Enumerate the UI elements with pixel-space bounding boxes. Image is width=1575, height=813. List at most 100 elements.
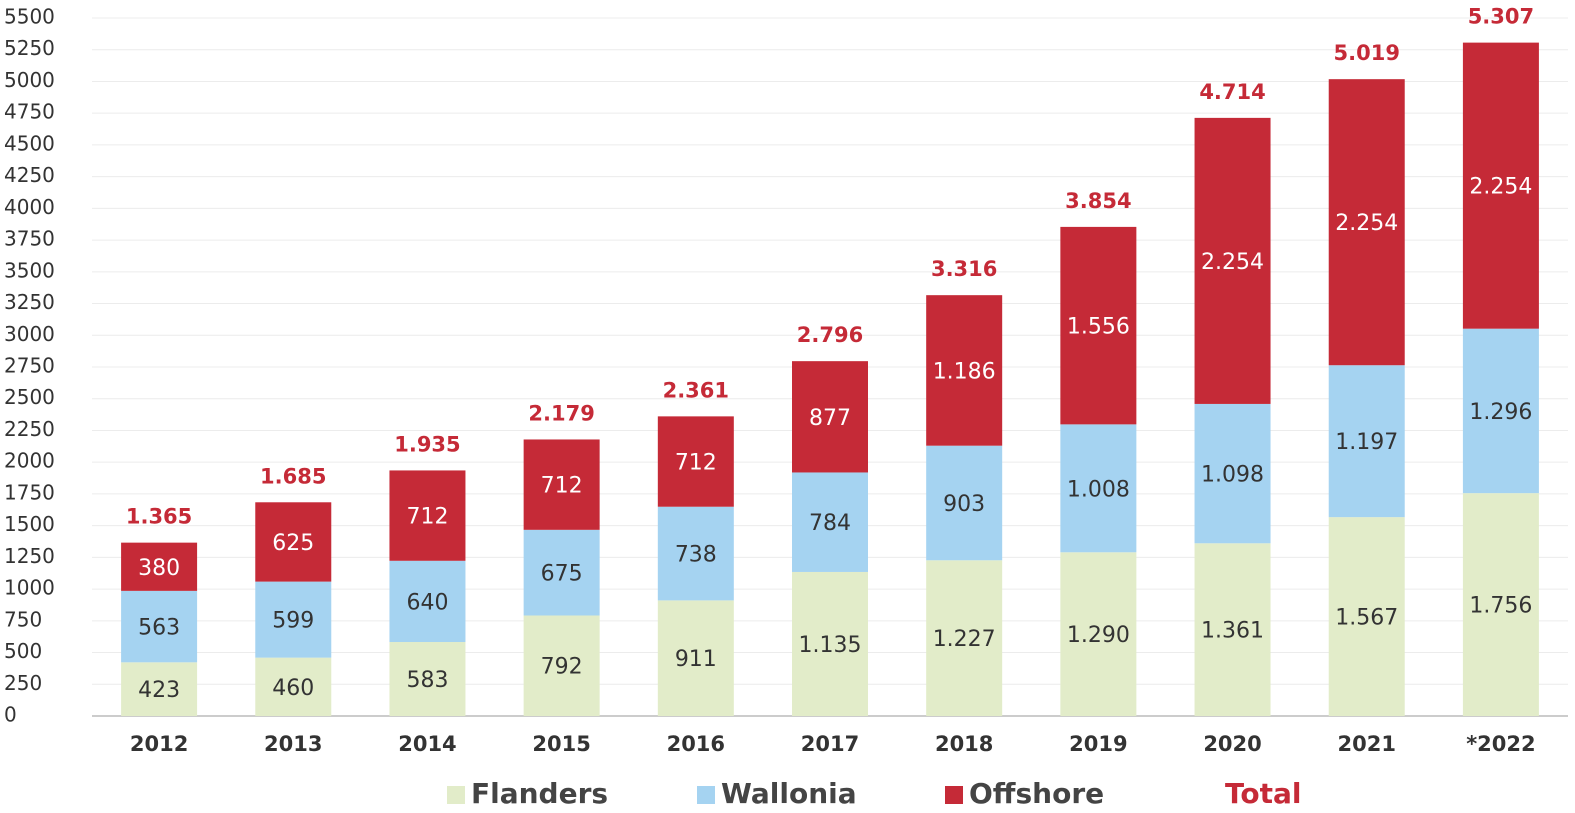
segment-label: 1.556 bbox=[1067, 315, 1130, 340]
y-tick-label: 1250 bbox=[4, 544, 55, 568]
bar-segment bbox=[1060, 424, 1137, 553]
y-tick-label: 0 bbox=[4, 703, 17, 727]
bar-segment bbox=[926, 295, 1003, 446]
segment-label: 1.290 bbox=[1067, 623, 1130, 648]
segment-label: 2.254 bbox=[1335, 211, 1398, 236]
legend-label: Total bbox=[1225, 777, 1302, 810]
segment-label: 1.756 bbox=[1469, 594, 1532, 619]
segment-label: 738 bbox=[675, 543, 717, 568]
segment-label: 675 bbox=[541, 562, 583, 587]
total-label: 4.714 bbox=[1199, 80, 1265, 104]
segment-label: 712 bbox=[406, 505, 448, 530]
x-tick-label: 2013 bbox=[264, 732, 322, 756]
y-tick-label: 3750 bbox=[4, 227, 55, 251]
y-tick-label: 500 bbox=[4, 639, 42, 663]
bar-segment bbox=[121, 590, 198, 663]
x-tick-label: 2012 bbox=[130, 732, 188, 756]
y-tick-label: 5500 bbox=[4, 5, 55, 29]
bar-segment bbox=[792, 571, 868, 716]
y-tick-label: 1000 bbox=[4, 576, 55, 600]
segment-label: 792 bbox=[541, 655, 583, 680]
y-tick-label: 250 bbox=[4, 671, 42, 695]
segment-label: 380 bbox=[138, 556, 180, 581]
bar-segment bbox=[389, 642, 466, 716]
segment-label: 911 bbox=[675, 647, 717, 672]
segment-label: 1.186 bbox=[933, 359, 996, 384]
bar-segment bbox=[1328, 517, 1405, 716]
legend-label: Wallonia bbox=[721, 777, 857, 810]
x-tick-label: 2021 bbox=[1338, 732, 1396, 756]
segment-label: 877 bbox=[809, 406, 851, 431]
x-tick-label: 2019 bbox=[1069, 732, 1127, 756]
bar-segment bbox=[1462, 328, 1539, 494]
total-label: 3.854 bbox=[1065, 189, 1131, 213]
bar-segment bbox=[1328, 365, 1405, 518]
bar-segment bbox=[792, 361, 868, 473]
x-tick-label: 2014 bbox=[398, 732, 456, 756]
segment-label: 1.008 bbox=[1067, 477, 1130, 502]
y-tick-label: 2750 bbox=[4, 354, 55, 378]
bar-segment bbox=[657, 506, 734, 601]
segment-label: 1.296 bbox=[1469, 400, 1532, 425]
bar-segment bbox=[926, 560, 1003, 716]
y-tick-label: 1500 bbox=[4, 512, 55, 536]
bar-segment bbox=[657, 416, 734, 507]
legend-label: Flanders bbox=[471, 777, 608, 810]
total-label: 3.316 bbox=[931, 257, 997, 281]
segment-label: 903 bbox=[943, 492, 985, 517]
segment-label: 1.135 bbox=[799, 633, 862, 658]
segment-label: 640 bbox=[406, 590, 448, 615]
total-label: 5.019 bbox=[1334, 41, 1400, 65]
legend-swatch bbox=[945, 786, 963, 804]
segment-label: 1.197 bbox=[1335, 430, 1398, 455]
y-tick-label: 4750 bbox=[4, 100, 55, 124]
bar-segment bbox=[1194, 543, 1271, 716]
bar-segment bbox=[1194, 403, 1271, 544]
segment-label: 2.254 bbox=[1469, 175, 1532, 200]
bar-segment bbox=[792, 472, 868, 572]
legend-swatch bbox=[447, 786, 465, 804]
segment-label: 625 bbox=[272, 531, 314, 556]
legend-swatch bbox=[697, 786, 715, 804]
bar-segment bbox=[389, 560, 466, 643]
y-tick-label: 3000 bbox=[4, 322, 55, 346]
bar-segment bbox=[523, 529, 600, 616]
segment-label: 1.227 bbox=[933, 627, 996, 652]
x-tick-label: 2015 bbox=[532, 732, 590, 756]
segment-label: 1.567 bbox=[1335, 606, 1398, 631]
total-label: 1.365 bbox=[126, 505, 192, 529]
bar-segment bbox=[1060, 552, 1137, 716]
y-tick-label: 4000 bbox=[4, 195, 55, 219]
y-tick-label: 2000 bbox=[4, 449, 55, 473]
x-tick-label: 2017 bbox=[801, 732, 859, 756]
bar-segment bbox=[1462, 493, 1539, 716]
bar-segment bbox=[255, 502, 332, 582]
bar-segment bbox=[523, 615, 600, 716]
segment-label: 712 bbox=[541, 474, 583, 499]
bar-segment bbox=[1462, 42, 1539, 329]
segment-label: 599 bbox=[272, 609, 314, 634]
y-tick-label: 2250 bbox=[4, 417, 55, 441]
segment-label: 2.254 bbox=[1201, 250, 1264, 275]
y-tick-label: 3250 bbox=[4, 290, 55, 314]
x-tick-label: 2016 bbox=[667, 732, 725, 756]
bar-segment bbox=[523, 439, 600, 530]
total-label: 2.179 bbox=[528, 401, 594, 425]
bar-segment bbox=[657, 600, 734, 716]
total-label: 2.796 bbox=[797, 323, 863, 347]
bar-segment bbox=[121, 662, 198, 716]
y-tick-label: 750 bbox=[4, 607, 42, 631]
bar-segment bbox=[926, 445, 1003, 561]
total-label: 5.307 bbox=[1468, 5, 1534, 29]
y-tick-label: 4250 bbox=[4, 163, 55, 187]
y-tick-label: 2500 bbox=[4, 385, 55, 409]
segment-label: 583 bbox=[406, 668, 448, 693]
bar-segment bbox=[255, 581, 332, 658]
y-tick-label: 5000 bbox=[4, 68, 55, 92]
y-tick-label: 3500 bbox=[4, 258, 55, 282]
y-tick-label: 4500 bbox=[4, 131, 55, 155]
total-label: 1.685 bbox=[260, 464, 326, 488]
x-tick-label: *2022 bbox=[1466, 732, 1535, 756]
bar-segment bbox=[255, 657, 332, 716]
